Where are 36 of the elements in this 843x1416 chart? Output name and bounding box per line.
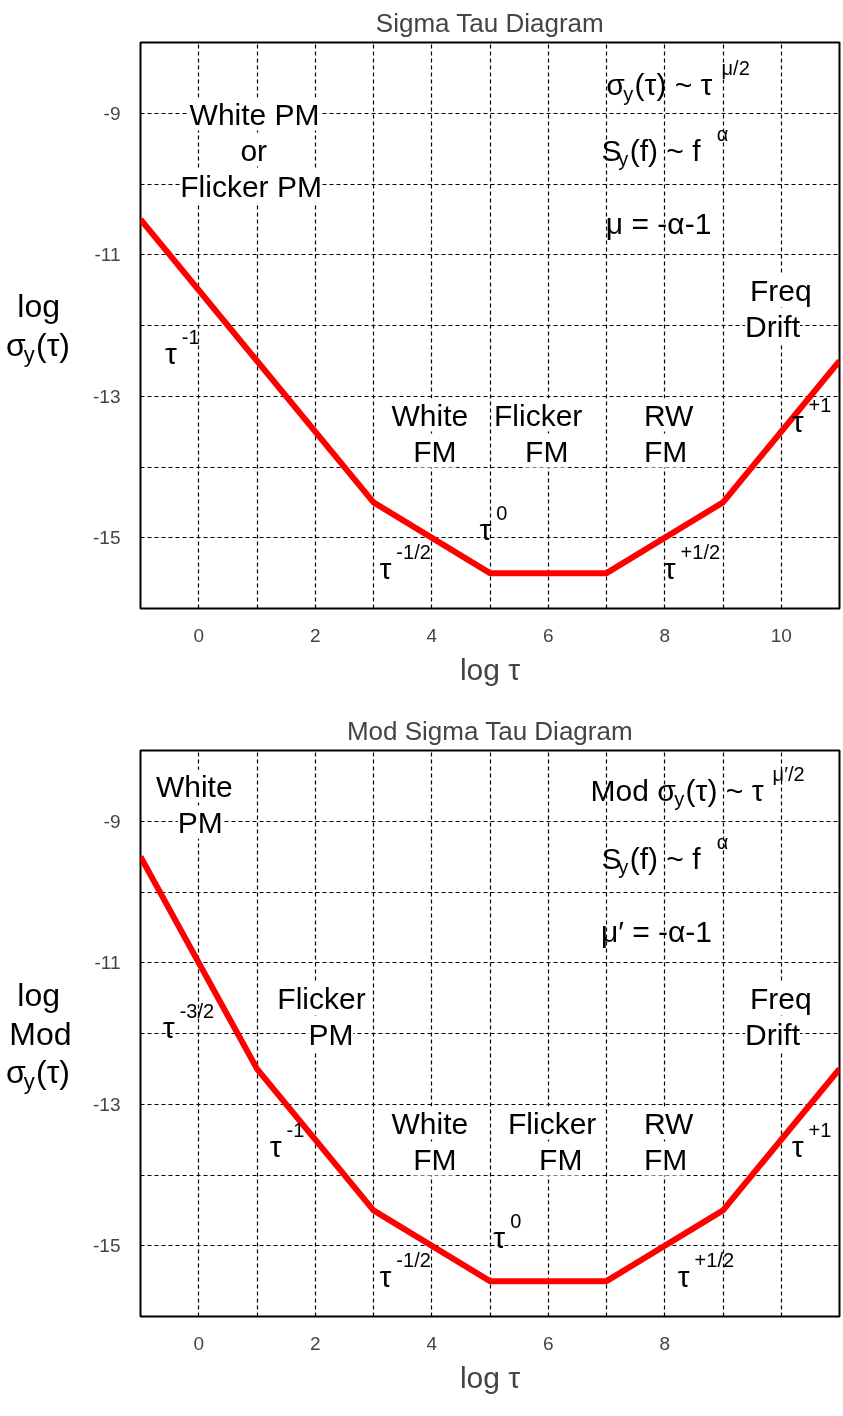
- x-tick-label: 6: [542, 1332, 554, 1354]
- x-tick-label: 10: [770, 624, 792, 646]
- annotation: Flicker FM: [508, 1106, 597, 1176]
- chart-title: Mod Sigma Tau Diagram: [346, 715, 633, 746]
- annotation: White FM: [391, 1106, 469, 1176]
- x-tick-label: 4: [426, 1332, 438, 1354]
- chart-title: Sigma Tau Diagram: [375, 7, 604, 38]
- x-axis-title: log τ: [459, 652, 521, 686]
- x-tick-label: 0: [193, 1332, 205, 1354]
- y-tick-label: -11: [94, 244, 121, 266]
- x-tick-label: 2: [309, 624, 321, 646]
- x-tick-label: 8: [659, 624, 671, 646]
- y-tick-label: -13: [93, 385, 121, 407]
- y-tick-label: -15: [93, 527, 121, 549]
- x-tick-label: 4: [426, 624, 438, 646]
- annotation: RW FM: [643, 1106, 695, 1176]
- annotation: White FM: [391, 398, 469, 468]
- y-tick-label: -13: [93, 1093, 121, 1115]
- annotation: μ′ = -α-1: [600, 915, 713, 949]
- y-tick-label: -9: [103, 102, 121, 124]
- annotation: RW FM: [643, 398, 695, 468]
- annotation: Flicker FM: [494, 398, 583, 468]
- x-tick-label: 8: [659, 1332, 671, 1354]
- annotation: Flicker PM: [277, 982, 366, 1052]
- x-tick-label: 2: [309, 1332, 321, 1354]
- annotation: Freq Drift: [745, 274, 812, 344]
- y-tick-label: -9: [103, 810, 121, 832]
- annotation: White PM or Flicker PM: [180, 97, 322, 203]
- x-axis-title: log τ: [459, 1360, 521, 1394]
- x-tick-label: 0: [193, 624, 205, 646]
- annotation: Freq Drift: [745, 982, 812, 1052]
- annotation: μ = -α-1: [605, 207, 712, 241]
- y-tick-label: -11: [94, 952, 121, 974]
- annotation: White PM: [155, 769, 233, 839]
- y-tick-label: -15: [93, 1235, 121, 1257]
- x-tick-label: 6: [542, 624, 554, 646]
